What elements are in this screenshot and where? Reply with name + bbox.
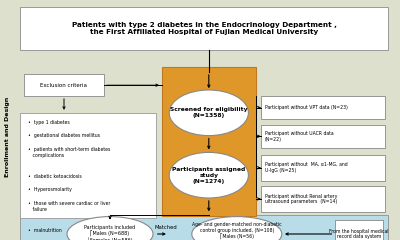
Text: •  type 1 diabetes: • type 1 diabetes bbox=[28, 120, 70, 125]
Ellipse shape bbox=[169, 152, 248, 198]
Text: •  patients with short-term diabetes
   complications: • patients with short-term diabetes comp… bbox=[28, 147, 110, 158]
Text: •  diabetic ketoacidosis: • diabetic ketoacidosis bbox=[28, 174, 82, 179]
Bar bbox=[261, 125, 385, 148]
Bar bbox=[20, 215, 388, 240]
Text: Participant without VPT data (N=23): Participant without VPT data (N=23) bbox=[265, 105, 348, 110]
Bar bbox=[261, 96, 385, 119]
Text: Participant without UACR data
(N=22): Participant without UACR data (N=22) bbox=[265, 131, 334, 142]
Text: •  malnutrition: • malnutrition bbox=[28, 228, 62, 233]
Bar bbox=[24, 74, 104, 96]
Bar bbox=[261, 155, 385, 181]
Text: •  those with severe cardiac or liver
   failure: • those with severe cardiac or liver fai… bbox=[28, 201, 110, 212]
Ellipse shape bbox=[67, 216, 153, 240]
Text: •  gestational diabetes mellitus: • gestational diabetes mellitus bbox=[28, 133, 100, 138]
Text: Participants assigned
study
(N=1274): Participants assigned study (N=1274) bbox=[172, 167, 246, 184]
Text: Participants included
⎡Males (N=688)
└Females (N=586): Participants included ⎡Males (N=688) └Fe… bbox=[84, 225, 136, 240]
Text: Age- and gender-matched non-diabetic
control group included, (N=108)
⎡Males (N=5: Age- and gender-matched non-diabetic con… bbox=[192, 222, 282, 240]
Bar bbox=[20, 7, 388, 50]
Text: Screened for eligibility
(N=1358): Screened for eligibility (N=1358) bbox=[170, 108, 248, 118]
Ellipse shape bbox=[169, 90, 248, 136]
Text: From the hospital medical
record data system: From the hospital medical record data sy… bbox=[330, 228, 389, 240]
Text: Patients with type 2 diabetes in the Endocrinology Department ,
the First Affili: Patients with type 2 diabetes in the End… bbox=[72, 22, 336, 35]
Text: Enrollment and Design: Enrollment and Design bbox=[5, 97, 10, 177]
Bar bbox=[335, 220, 383, 240]
Bar bbox=[20, 113, 156, 218]
Text: Exclusion criteria: Exclusion criteria bbox=[40, 83, 88, 88]
Bar bbox=[261, 186, 385, 212]
Text: Participant without Renal artery
ultrasound parameters  (N=14): Participant without Renal artery ultraso… bbox=[265, 193, 337, 204]
Bar bbox=[162, 67, 256, 216]
Ellipse shape bbox=[192, 216, 282, 240]
Text: Participant without  MA, α1-MG, and
U-IgG (N=25): Participant without MA, α1-MG, and U-IgG… bbox=[265, 162, 348, 173]
Text: •  Hyperosmolarity: • Hyperosmolarity bbox=[28, 187, 72, 192]
Text: Matched: Matched bbox=[155, 225, 177, 230]
